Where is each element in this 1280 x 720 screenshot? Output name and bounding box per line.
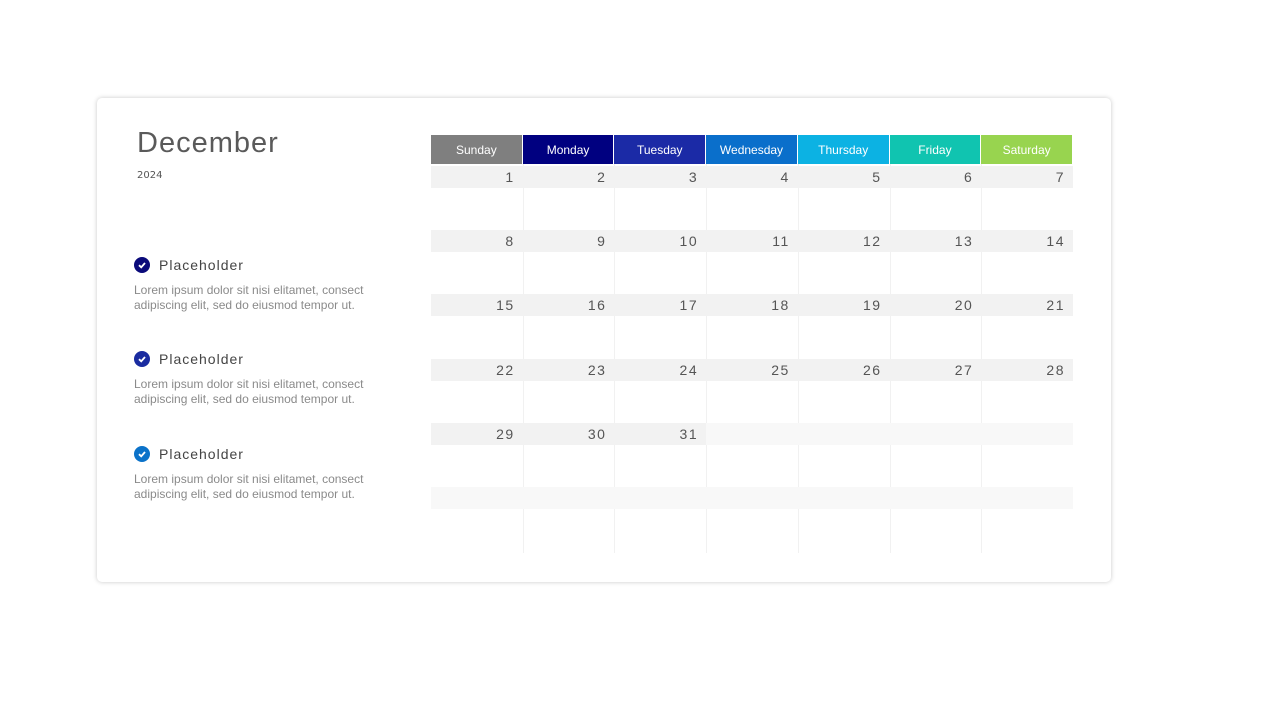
date-cell[interactable]: 16 [522,294,615,317]
date-cell[interactable]: 25 [706,358,798,381]
item-description: Lorem ipsum dolor sit nisi elitamet, con… [134,377,364,406]
check-circle-icon [134,446,150,462]
date-cell[interactable]: 29 [431,422,523,445]
column-divider [797,164,799,553]
date-cell[interactable]: 26 [797,358,890,381]
date-cell[interactable]: 12 [797,230,890,253]
month-title: December [137,127,279,159]
day-header-saturday: Saturday [981,135,1073,164]
day-header-monday: Monday [522,135,615,164]
column-divider [706,164,708,553]
date-cell[interactable]: 10 [614,230,707,253]
date-cell[interactable]: 15 [431,294,523,317]
empty-cell [706,487,798,509]
date-cell[interactable]: 11 [706,230,798,253]
item-label: Placeholder [159,446,244,462]
empty-cell [706,422,798,445]
date-cell[interactable]: 31 [614,422,707,445]
date-cell[interactable]: 5 [797,166,890,188]
day-header-thursday: Thursday [797,135,890,164]
date-cell[interactable]: 19 [797,294,890,317]
date-cell[interactable]: 20 [889,294,982,317]
calendar-grid: Sunday Monday Tuesday Wednesday Thursday Frid… [431,135,1073,553]
date-cell[interactable]: 18 [706,294,798,317]
check-circle-icon [134,351,150,367]
empty-cell [797,422,890,445]
item-description: Lorem ipsum dolor sit nisi elitamet, con… [134,283,364,312]
column-divider [889,164,891,553]
date-cell[interactable]: 30 [522,422,615,445]
date-cell[interactable]: 8 [431,230,523,253]
legend-item: Placeholder Lorem ipsum dolor sit nisi el… [134,351,394,407]
empty-cell [614,487,707,509]
empty-cell [889,487,982,509]
date-cell[interactable]: 9 [522,230,615,253]
column-divider [614,164,616,553]
date-cell[interactable]: 17 [614,294,707,317]
date-cell[interactable]: 7 [981,166,1073,188]
date-cell[interactable]: 23 [522,358,615,381]
date-cell[interactable]: 27 [889,358,982,381]
item-description: Lorem ipsum dolor sit nisi elitamet, con… [134,472,364,501]
day-header-friday: Friday [889,135,982,164]
day-header-tuesday: Tuesday [614,135,707,164]
date-cell[interactable]: 22 [431,358,523,381]
empty-cell [889,422,982,445]
day-header-wednesday: Wednesday [706,135,798,164]
date-cell[interactable]: 24 [614,358,707,381]
year-label: 2024 [137,170,163,181]
item-label: Placeholder [159,351,244,367]
date-cell[interactable]: 28 [981,358,1073,381]
legend-item: Placeholder Lorem ipsum dolor sit nisi el… [134,446,394,502]
date-cell[interactable]: 13 [889,230,982,253]
check-circle-icon [134,257,150,273]
date-cell[interactable]: 3 [614,166,707,188]
date-cell[interactable]: 6 [889,166,982,188]
date-cell[interactable]: 21 [981,294,1073,317]
column-divider [981,164,983,553]
day-header-sunday: Sunday [431,135,523,164]
empty-cell [797,487,890,509]
date-cell[interactable]: 2 [522,166,615,188]
date-cell[interactable]: 14 [981,230,1073,253]
empty-cell [981,422,1073,445]
item-label: Placeholder [159,257,244,273]
empty-cell [522,487,615,509]
empty-cell [431,487,523,509]
date-cell[interactable]: 4 [706,166,798,188]
legend-item: Placeholder Lorem ipsum dolor sit nisi el… [134,257,394,313]
empty-cell [981,487,1073,509]
date-cell[interactable]: 1 [431,166,523,188]
column-divider [522,164,524,553]
